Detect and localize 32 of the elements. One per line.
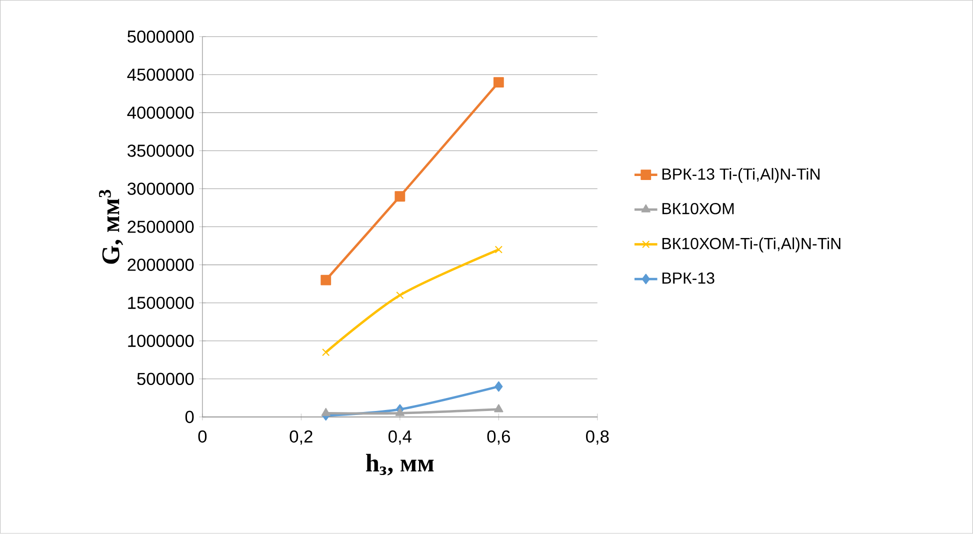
y-tick-label: 2000000 [128, 258, 194, 272]
y-tick-label: 2500000 [128, 220, 194, 234]
legend-label: ВРК-13 Ti-(Ti,Al)N-TiN [662, 168, 820, 184]
point [493, 77, 504, 88]
y-tick-label: 500000 [137, 372, 194, 386]
point [394, 191, 406, 202]
y-tick-label: 5000000 [128, 30, 194, 43]
point [494, 381, 503, 392]
y-tick-label: 4000000 [127, 106, 194, 120]
x-tick-label: 0,6 [487, 430, 510, 445]
y-tick-label: 3500000 [128, 144, 194, 158]
y-tick-label: 3000000 [128, 182, 194, 196]
point [395, 408, 405, 416]
x-tick-label: 0,2 [290, 430, 312, 445]
legend-label: ВК10ХОМ-Ti-(Ti,Al)N-TiN [662, 238, 840, 253]
point [494, 246, 503, 254]
point [321, 408, 330, 416]
y-tick-label: 4500000 [127, 68, 194, 81]
point [494, 404, 504, 412]
x-tick-label: 0,4 [388, 430, 412, 445]
legend-label: ВРК-13 [662, 272, 714, 284]
point [320, 275, 332, 286]
y-tick-label: 1500000 [128, 296, 194, 310]
point [322, 348, 330, 356]
y-tick-label: 0 [185, 410, 194, 424]
x-axis-title: h$_{з}$, мм [366, 454, 434, 476]
y-tick-label: 1000000 [128, 334, 194, 348]
x-tick-label: 0 [198, 430, 207, 443]
y-axis-title: G, мм$^{3}$ [98, 190, 124, 264]
point [396, 292, 404, 300]
legend-label: ВК10ХОМ [662, 203, 734, 214]
x-tick-label: 0,8 [586, 430, 609, 445]
